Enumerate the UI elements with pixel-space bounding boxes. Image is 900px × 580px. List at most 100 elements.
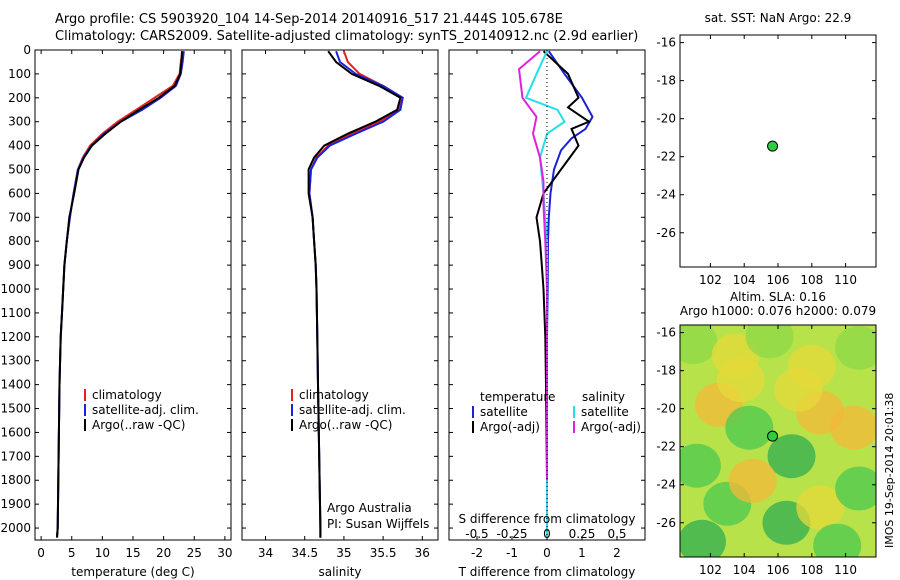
figure-title-line2: Climatology: CARS2009. Satellite-adjuste…: [55, 29, 639, 44]
sla-xtick-label: 102: [699, 563, 722, 577]
sla-xtick-label: 104: [733, 563, 756, 577]
sst-ytick-label: -20: [656, 112, 676, 126]
sla-xtick-label: 108: [800, 563, 823, 577]
temp-xtick-label: 25: [187, 546, 202, 560]
temp-xtick-label: 20: [156, 546, 171, 560]
sla-ytick-label: -24: [656, 478, 676, 492]
diff-xtick-label: -2: [471, 546, 483, 560]
sla-heatmap-cell: [767, 434, 816, 479]
diff-xlabel: T difference from climatology: [458, 565, 636, 579]
temp-xtick-label: 5: [68, 546, 76, 560]
diff-xtick-label: 1: [578, 546, 586, 560]
temp-xtick-label: 15: [125, 546, 140, 560]
diff-legend-label: satellite: [480, 405, 528, 419]
sal-xtick-label: 35.5: [370, 546, 397, 560]
sla-heatmap-cell: [813, 523, 862, 557]
sla-heatmap-cell: [745, 325, 794, 359]
depth-tick-label: 1100: [0, 306, 31, 320]
depth-tick-label: 100: [8, 67, 31, 81]
depth-tick-label: 800: [8, 234, 31, 248]
legend-label: Argo(..raw -QC): [299, 418, 392, 432]
temp-series-group: [56, 51, 185, 538]
depth-tick-label: 600: [8, 186, 31, 200]
diff-s-xlabel: S difference from climatology: [459, 512, 636, 526]
diff-xtick-label: 0: [543, 546, 551, 560]
depth-tick-label: 1400: [0, 378, 31, 392]
sst-xtick-label: 102: [699, 273, 722, 287]
diff-s-tick-label: -0.5: [465, 527, 488, 541]
diff-legend-title: temperature: [480, 390, 555, 404]
sla-heatmap-cell: [725, 405, 774, 450]
legend-label: satellite-adj. clim.: [299, 403, 406, 417]
sst-ytick-label: -22: [656, 150, 676, 164]
sla-map-title: Altim. SLA: 0.16: [730, 290, 826, 304]
diff-xtick-label: 2: [613, 546, 621, 560]
depth-tick-label: 400: [8, 139, 31, 153]
depth-tick-label: 300: [8, 115, 31, 129]
sla-map-title: Argo h1000: 0.076 h2000: 0.079: [680, 304, 876, 318]
depth-tick-label: 900: [8, 258, 31, 272]
sal-xtick-label: 34.5: [291, 546, 318, 560]
diff-legend-label: Argo(-adj): [480, 420, 540, 434]
sla-argo-marker: [767, 430, 779, 442]
sal-xtick-label: 36: [415, 546, 430, 560]
depth-tick-label: 1300: [0, 354, 31, 368]
legend-label: Argo(..raw -QC): [92, 418, 185, 432]
sla-xtick-label: 106: [767, 563, 790, 577]
diff-series-group: [517, 50, 594, 538]
diff-legend-label: satellite: [581, 405, 629, 419]
sst-ytick-label: -26: [656, 226, 676, 240]
diff-legend-title: salinity: [582, 390, 625, 404]
timestamp-stamp: IMOS 19-Sep-2014 20:01:38: [883, 393, 896, 548]
sla-heatmap-cell: [835, 466, 876, 511]
depth-tick-label: 2000: [0, 521, 31, 535]
legend-label: climatology: [92, 388, 162, 402]
sla-ytick-label: -16: [656, 326, 676, 340]
depth-tick-label: 1700: [0, 449, 31, 463]
sla-heatmap-cell: [830, 405, 876, 450]
temp-xtick-label: 10: [95, 546, 110, 560]
salinity-annotation: PI: Susan Wijffels: [327, 517, 429, 531]
sla-ytick-label: -18: [656, 364, 676, 378]
depth-tick-label: 1600: [0, 425, 31, 439]
depth-tick-label: 1500: [0, 402, 31, 416]
sal-xtick-label: 35: [336, 546, 351, 560]
sst-map-title: sat. SST: NaN Argo: 22.9: [705, 11, 852, 25]
depth-tick-label: 0: [23, 43, 31, 57]
salinity-annotation: Argo Australia: [327, 501, 412, 515]
depth-tick-label: 700: [8, 210, 31, 224]
sla-ytick-label: -22: [656, 440, 676, 454]
temp-xtick-label: 0: [37, 546, 45, 560]
diff-s-tick-label: -0.25: [496, 527, 527, 541]
diff-s-tick-label: 0.25: [569, 527, 596, 541]
sst-argo-marker: [767, 140, 779, 152]
sst-xtick-label: 108: [800, 273, 823, 287]
sst-xtick-label: 106: [767, 273, 790, 287]
sla-heatmap-cell: [680, 325, 718, 365]
sst-xtick-label: 104: [733, 273, 756, 287]
legend-label: satellite-adj. clim.: [92, 403, 199, 417]
sla-ytick-label: -26: [656, 516, 676, 530]
depth-tick-label: 1200: [0, 330, 31, 344]
diff-legend-label: Argo(-adj): [581, 420, 641, 434]
sal-axes-frame: [241, 49, 439, 541]
depth-tick-label: 1800: [0, 473, 31, 487]
sla-heatmap-cell: [680, 519, 726, 557]
sal-series-group: [307, 50, 404, 538]
temp-series-line: [56, 51, 183, 538]
sla-heatmap-cell: [835, 325, 876, 370]
sst-xtick-label: 110: [834, 273, 857, 287]
sal-series-line: [307, 50, 402, 538]
sla-heatmap-cell: [796, 485, 845, 530]
sst-ytick-label: -18: [656, 74, 676, 88]
temp-axes-frame: [34, 49, 232, 541]
diff-s-tick-label: 0.5: [607, 527, 626, 541]
sla-heatmap-field: [680, 325, 876, 557]
sla-heatmap-cell: [774, 367, 823, 412]
sst-ytick-label: -16: [656, 36, 676, 50]
sla-heatmap-cell: [728, 458, 777, 503]
depth-tick-label: 500: [8, 163, 31, 177]
sla-heatmap-cell: [680, 443, 721, 488]
diff-series-line: [517, 50, 548, 481]
